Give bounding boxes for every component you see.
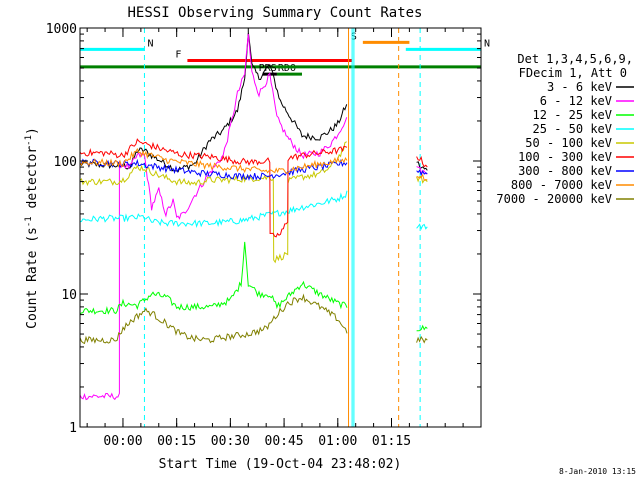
series-line — [416, 223, 428, 230]
series-line — [79, 190, 348, 228]
series-line — [416, 156, 428, 168]
x-tick-label: 00:00 — [103, 434, 142, 449]
legend-header-1: Det 1,3,4,5,6,9, — [517, 52, 633, 66]
flag-label: F — [175, 49, 181, 60]
chart-title: HESSI Observing Summary Count Rates — [127, 5, 422, 21]
y-label-end: ) — [25, 127, 40, 135]
legend-entry-label: 100 - 300 keV — [518, 150, 612, 164]
x-axis-label: Start Time (19-Oct-04 23:48:02) — [159, 457, 402, 472]
series-line — [416, 324, 428, 332]
series-line — [79, 147, 348, 174]
flag-label: PRS — [259, 63, 277, 74]
series-line — [79, 241, 348, 315]
legend-entry-label: 12 - 25 keV — [533, 108, 612, 122]
y-tick-label: 1 — [69, 421, 77, 436]
x-tick-label: 00:15 — [157, 434, 196, 449]
legend-entry-label: 800 - 7000 keV — [511, 178, 612, 192]
y-tick-label: 1000 — [46, 22, 77, 37]
legend-entry-label: 25 - 50 keV — [533, 122, 612, 136]
legend-entry-label: 50 - 100 keV — [525, 136, 612, 150]
series-line — [416, 169, 428, 176]
series-line — [416, 335, 428, 344]
series-line — [416, 161, 428, 171]
x-tick-label: 01:00 — [318, 434, 357, 449]
series-line — [79, 138, 348, 238]
legend-entry-label: 7000 - 20000 keV — [496, 192, 612, 206]
x-axis: 00:00 00:15 00:30 00:45 01:00 01:15 — [86, 28, 464, 449]
legend-entry-label: 300 - 800 keV — [518, 164, 612, 178]
legend-entry-label: 3 - 6 keV — [547, 80, 612, 94]
series-line — [79, 141, 347, 264]
series-line — [79, 293, 348, 345]
y-label-sup2: -1 — [24, 135, 34, 146]
y-axis: 1 10 100 1000 — [46, 22, 481, 436]
y-tick-label: 100 — [54, 155, 77, 170]
legend: Det 1,3,4,5,6,9, FDecim 1, Att 0 3 - 6 k… — [496, 52, 634, 206]
series-line — [79, 32, 348, 173]
legend-header-2: FDecim 1, Att 0 — [519, 66, 627, 80]
flag-bars-layer: NNSFRDOPRS — [80, 31, 490, 76]
y-label-sup1: -1 — [24, 216, 34, 227]
x-tick-label: 01:15 — [372, 434, 411, 449]
plot-frame — [79, 27, 482, 428]
flag-label: N — [484, 38, 490, 49]
y-label-main: Count Rate (s — [25, 227, 40, 329]
legend-entry-label: 6 - 12 keV — [540, 94, 612, 108]
flag-label: N — [147, 38, 153, 49]
footer-timestamp: 8-Jan-2010 13:15 — [559, 467, 636, 476]
series-line — [79, 33, 348, 401]
vertical-markers-layer — [143, 28, 421, 427]
series-line — [416, 173, 428, 181]
x-tick-label: 00:30 — [211, 434, 250, 449]
y-axis-label: Count Rate (s-1 detector-1) — [24, 127, 40, 329]
y-tick-label: 10 — [61, 288, 77, 303]
flag-label: RDO — [278, 63, 296, 74]
series-line — [79, 158, 348, 181]
series-layer — [79, 32, 428, 401]
y-label-mid: detector — [25, 146, 40, 217]
x-tick-label: 00:45 — [265, 434, 304, 449]
